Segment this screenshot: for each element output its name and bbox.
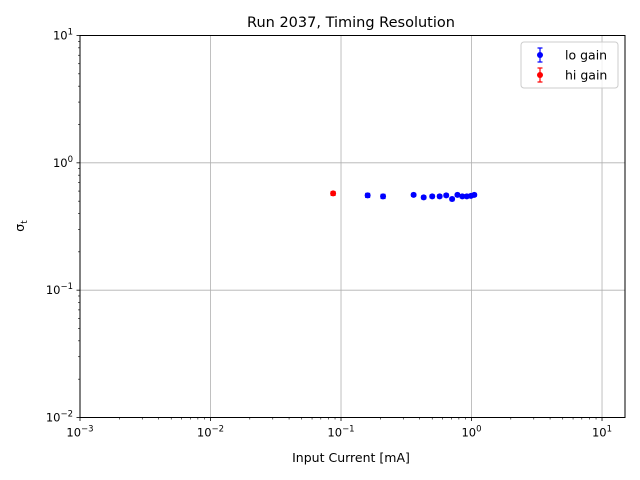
y-tick-label: 101 bbox=[53, 28, 73, 43]
y-tick-label: 100 bbox=[53, 155, 73, 170]
chart-title: Run 2037, Timing Resolution bbox=[247, 15, 455, 31]
legend-label-lo-gain: lo gain bbox=[565, 48, 607, 63]
data-point-lo-gain bbox=[410, 191, 417, 198]
grid bbox=[80, 35, 625, 418]
data-point-lo-gain bbox=[420, 194, 427, 201]
x-tick-label: 10−3 bbox=[66, 425, 93, 440]
data-point-lo-gain bbox=[364, 192, 371, 199]
x-tick-label: 10−1 bbox=[327, 425, 354, 440]
data-point-hi-gain bbox=[330, 190, 337, 197]
plot-area-frame bbox=[79, 35, 626, 418]
data-point-lo-gain bbox=[471, 191, 478, 198]
legend-marker-lo-gain bbox=[537, 47, 543, 63]
x-tick-label: 100 bbox=[461, 425, 481, 440]
y-axis-label: σt bbox=[12, 220, 30, 232]
y-axis-label-main: σ bbox=[12, 224, 27, 232]
data-point-lo-gain bbox=[449, 195, 456, 202]
data-point-lo-gain bbox=[443, 192, 450, 199]
legend-marker-hi-gain bbox=[537, 67, 543, 83]
legend-label-hi-gain: hi gain bbox=[565, 68, 607, 83]
y-tick-label: 10−1 bbox=[46, 282, 73, 297]
svg-text:σt: σt bbox=[12, 220, 30, 232]
legend-item-hi-gain: hi gain bbox=[537, 67, 607, 83]
x-tick-label: 10−2 bbox=[197, 425, 224, 440]
data-point-lo-gain bbox=[459, 193, 466, 200]
data-point-lo-gain bbox=[429, 193, 436, 200]
data-point-lo-gain bbox=[436, 193, 443, 200]
legend: lo gain hi gain bbox=[520, 41, 619, 89]
data-point-lo-gain bbox=[454, 191, 461, 198]
data-points bbox=[330, 190, 478, 202]
y-axis-label-subscript: t bbox=[20, 220, 30, 224]
data-point-lo-gain bbox=[380, 193, 387, 200]
legend-box bbox=[520, 41, 619, 89]
legend-item-lo-gain: lo gain bbox=[537, 47, 607, 63]
x-axis-label: Input Current [mA] bbox=[292, 450, 410, 465]
y-tick-label: 10−2 bbox=[46, 410, 73, 425]
x-tick-label: 101 bbox=[592, 425, 612, 440]
